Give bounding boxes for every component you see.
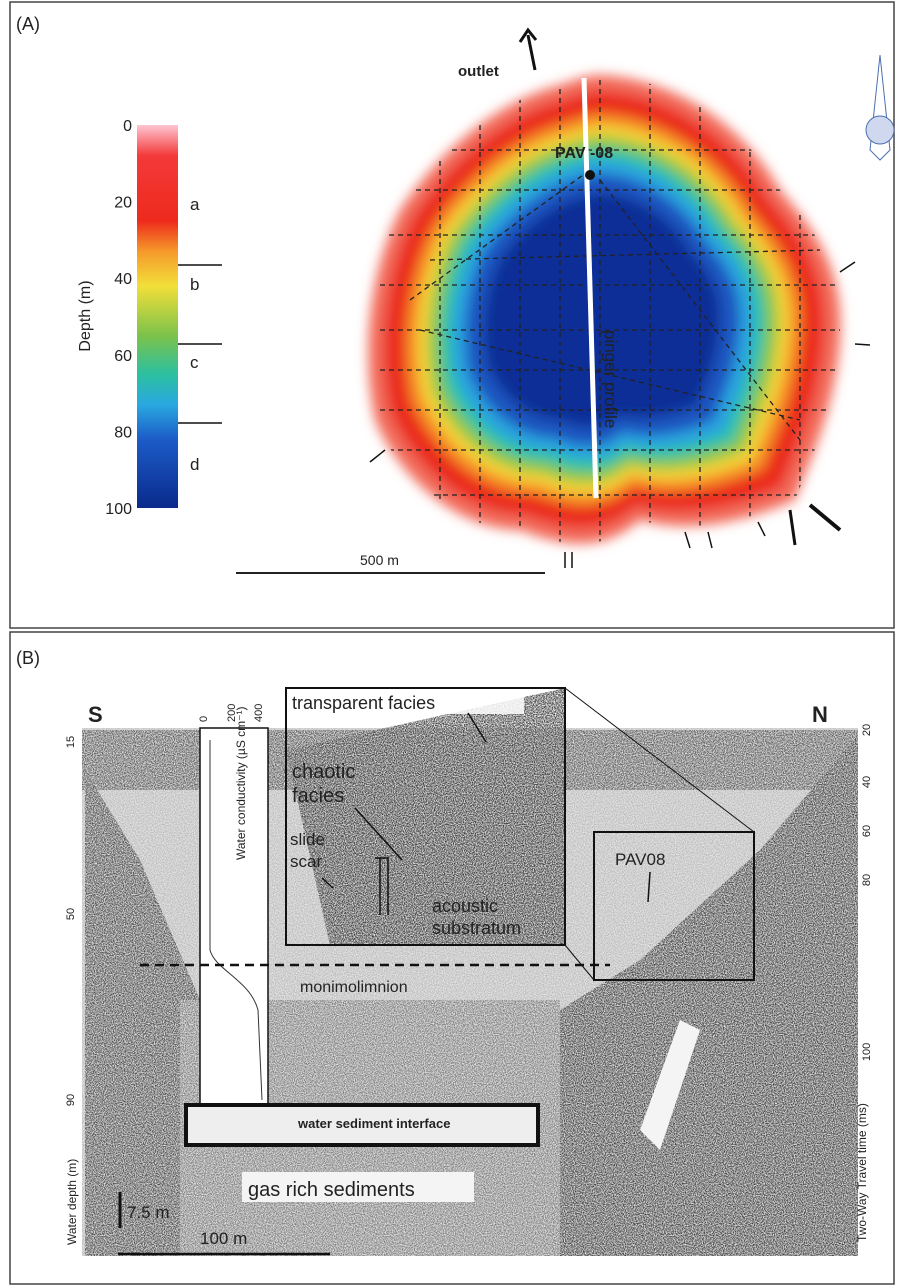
right-tick-label: 80 bbox=[861, 874, 873, 886]
zone-label: d bbox=[190, 455, 199, 474]
panel-label: (B) bbox=[16, 648, 40, 668]
right-tick-label: 60 bbox=[861, 825, 873, 837]
inset-label: scar bbox=[290, 852, 322, 871]
outlet-arrow bbox=[518, 27, 538, 71]
zone-labels: a b c d bbox=[190, 195, 200, 474]
north-label: N bbox=[812, 702, 828, 727]
colorbar-title: Depth (m) bbox=[77, 280, 94, 351]
colorbar-tick-label: 0 bbox=[123, 118, 132, 135]
left-tick-label: 50 bbox=[65, 908, 77, 920]
colorbar-tick-label: 20 bbox=[114, 195, 132, 212]
outlet-label: outlet bbox=[458, 63, 499, 80]
inset-label: substratum bbox=[432, 918, 521, 938]
zone-label: a bbox=[190, 195, 200, 214]
colorbar-ticks: 0 20 40 60 80 100 bbox=[105, 118, 132, 518]
left-axis: 15 50 90 bbox=[65, 736, 77, 1106]
label-bg bbox=[242, 1172, 474, 1202]
seismic-reflections bbox=[82, 688, 858, 1256]
colorbar-tick-label: 40 bbox=[114, 271, 132, 288]
profile-label: pinger profile bbox=[601, 330, 620, 428]
conductivity-tick-label: 0 bbox=[198, 716, 210, 722]
south-label: S bbox=[88, 702, 103, 727]
conductivity-curve bbox=[209, 740, 263, 1101]
inset-label: acoustic bbox=[432, 896, 498, 916]
conductivity-title: Water conductivity (µS cm⁻¹) bbox=[234, 707, 248, 861]
scale-label: 500 m bbox=[360, 552, 399, 568]
zoom-frame bbox=[593, 831, 755, 981]
zoom-connector bbox=[564, 687, 755, 981]
monimolimnion-label: monimolimnion bbox=[300, 979, 408, 996]
pointer-arrow bbox=[647, 871, 651, 903]
right-axis: 20 40 60 80 100 bbox=[861, 724, 873, 1061]
label-bg bbox=[292, 690, 524, 714]
inset-label: slide bbox=[290, 830, 325, 849]
zone-label: b bbox=[190, 275, 199, 294]
inset-label: facies bbox=[292, 785, 344, 807]
right-axis-title: Two-Way Travel time (ms) bbox=[855, 1103, 869, 1242]
left-tick-label: 90 bbox=[65, 1094, 77, 1106]
conductivity-tick-label: 400 bbox=[253, 704, 265, 722]
colorbar-tick-label: 80 bbox=[114, 424, 132, 441]
core-label: PAV -08 bbox=[555, 145, 613, 162]
pointer-arrow bbox=[321, 807, 403, 915]
left-tick-label: 15 bbox=[65, 736, 77, 748]
sediments-label: gas rich sediments bbox=[248, 1179, 415, 1201]
right-tick-label: 100 bbox=[861, 1043, 873, 1061]
survey-grid bbox=[380, 80, 840, 544]
colorbar-tick-label: 100 bbox=[105, 501, 132, 518]
left-axis-title: Water depth (m) bbox=[65, 1159, 79, 1245]
inflow-arrows bbox=[369, 261, 871, 568]
core-label: PAV08 bbox=[615, 850, 665, 869]
zone-label: c bbox=[190, 353, 199, 372]
interface-label: water sediment interface bbox=[297, 1116, 450, 1131]
right-tick-label: 40 bbox=[861, 776, 873, 788]
vertical-scale-label: 7.5 m bbox=[127, 1203, 170, 1222]
pinger-profile-line bbox=[581, 77, 599, 499]
gap bbox=[640, 1020, 700, 1150]
colorbar bbox=[137, 125, 178, 508]
pointer-arrow bbox=[467, 712, 487, 743]
horizontal-scale-label: 100 m bbox=[200, 1229, 247, 1248]
north-arrow bbox=[865, 54, 895, 161]
transparent-label: transparent facies bbox=[292, 693, 435, 713]
right-tick-label: 20 bbox=[861, 724, 873, 736]
inset-frame bbox=[285, 687, 566, 946]
interface-box bbox=[184, 1103, 540, 1147]
conductivity-panel bbox=[199, 727, 269, 1109]
core-site bbox=[585, 170, 595, 180]
conductivity-tick-label: 200 bbox=[226, 704, 238, 722]
conductivity-ticks: 0 200 400 bbox=[198, 704, 265, 722]
panel-label: (A) bbox=[16, 14, 40, 34]
inset-label: chaotic bbox=[292, 761, 355, 783]
colorbar-tick-label: 60 bbox=[114, 348, 132, 365]
